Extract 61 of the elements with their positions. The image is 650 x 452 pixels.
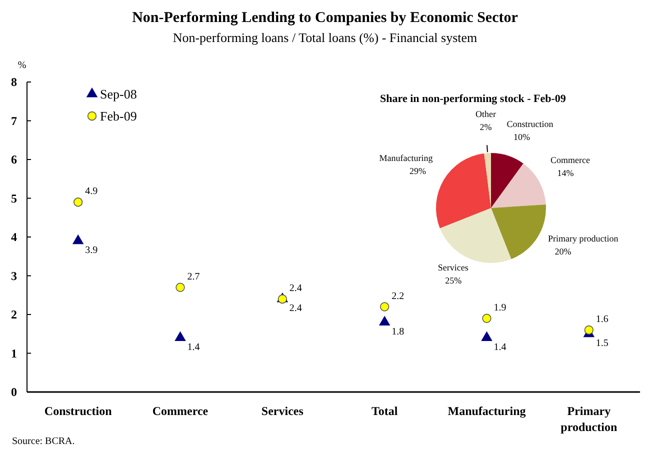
data-label: 1.4: [494, 342, 506, 353]
data-label: 2.4: [289, 283, 302, 294]
data-label: 10%: [514, 132, 531, 142]
data-label: 3.9: [85, 244, 98, 256]
slice-label: Services: [438, 262, 469, 273]
point: [378, 316, 390, 326]
x-tick-label: Total: [371, 404, 398, 418]
data-label: 1.5: [596, 338, 608, 349]
y-tick-label: 8: [11, 75, 17, 90]
y-tick-label: 5: [11, 191, 17, 206]
data-label: 14%: [557, 168, 574, 178]
x-tick-label: Commerce: [152, 404, 209, 418]
data-label: 1.4: [187, 342, 200, 353]
data-label: 4.9: [85, 186, 98, 198]
data-label: 25%: [445, 276, 462, 286]
pie-slice: [491, 153, 524, 208]
y-axis-title: %: [18, 60, 26, 71]
point: [174, 331, 186, 342]
point: [176, 282, 185, 292]
x-tick-label: Services: [261, 404, 304, 418]
y-tick-label: 6: [11, 152, 17, 167]
y-tick-label: 0: [11, 385, 17, 400]
y-tick-label: 3: [11, 268, 17, 283]
x-tick-label: Primary production: [560, 404, 618, 434]
data-label: 1.9: [494, 302, 506, 314]
y-tick-label: 7: [11, 114, 17, 128]
pie-slice: [491, 204, 546, 260]
point: [74, 198, 83, 207]
slice-label: Manufacturing: [379, 152, 434, 163]
point: [481, 331, 492, 342]
source-note: Source: BCRA.: [12, 436, 75, 447]
point: [482, 314, 492, 323]
chart-subtitle: Non-performing loans / Total loans (%) - Financial system: [172, 30, 478, 45]
y-tick-label: 2: [11, 308, 17, 322]
data-label: 29%: [409, 166, 426, 176]
point: [380, 302, 390, 312]
slice-label: Other: [476, 109, 496, 120]
y-tick-label: 4: [11, 230, 17, 244]
pie-slice: [484, 153, 491, 208]
slice-label: Commerce: [550, 154, 590, 165]
pie-slice: [491, 164, 546, 208]
slice-label: Primary production: [548, 233, 619, 244]
data-label: 2.7: [187, 271, 200, 282]
x-tick-label: Manufacturing: [448, 404, 526, 418]
data-label: 1.8: [392, 326, 404, 338]
data-label: 2.2: [392, 290, 404, 302]
y-tick-label: 1: [11, 346, 17, 360]
point: [584, 325, 594, 335]
x-tick-label: Construction: [44, 404, 112, 418]
slice-label: Construction: [506, 118, 554, 129]
data-label: 1.6: [596, 314, 608, 325]
legend-label: Sep-08: [100, 86, 137, 102]
chart-title: Non-Performing Lending to Companies by Economic Sector: [132, 10, 518, 26]
chart-title: Share in non-performing stock - Feb-09: [380, 93, 566, 105]
data-label: 2.4: [289, 303, 302, 314]
legend-label: Feb-09: [100, 108, 137, 124]
data-label: 20%: [554, 246, 572, 256]
pie-slice: [436, 153, 491, 228]
point: [72, 234, 84, 244]
pie-slice: [440, 208, 512, 263]
data-label: 2%: [480, 122, 492, 132]
